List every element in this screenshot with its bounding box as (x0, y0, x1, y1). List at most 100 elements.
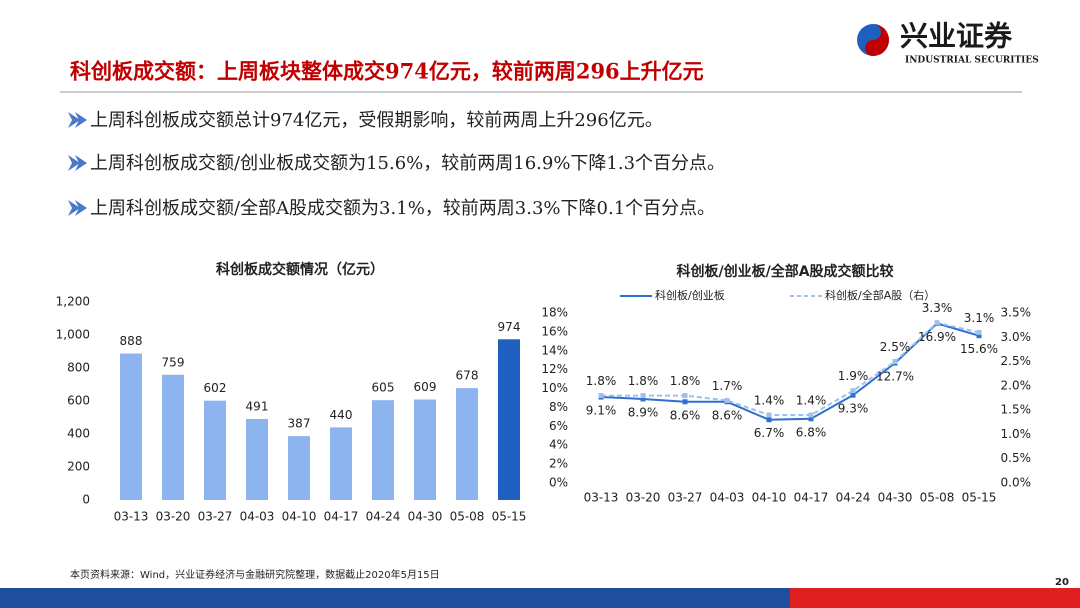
marker (682, 393, 688, 399)
slide-title: 科创板成交额：上周板块整体成交974亿元，较前两周296上升亿元 (70, 59, 704, 84)
marker (598, 393, 604, 399)
footer-bar-red (790, 588, 1080, 608)
bullet-icons (68, 112, 87, 216)
data-label: 16.9% (918, 330, 956, 344)
data-label: 1.9% (838, 369, 869, 383)
marker (976, 329, 982, 335)
y-tick-label: 0% (549, 476, 568, 490)
data-label: 9.3% (838, 402, 869, 416)
data-label: 1.8% (586, 374, 617, 388)
y-tick-label: 2% (549, 457, 568, 471)
marker (934, 320, 940, 326)
y-tick-label: 8% (549, 400, 568, 414)
data-label: 387 (288, 417, 311, 431)
marker (724, 397, 730, 403)
x-tick-label: 04-17 (794, 491, 829, 505)
data-label: 1.8% (628, 374, 659, 388)
bar (204, 400, 226, 500)
x-tick-label: 03-20 (156, 510, 191, 524)
data-label: 602 (204, 381, 227, 395)
marker (640, 396, 646, 402)
y-tick-label: 10% (541, 381, 568, 395)
y-tick-label: 200 (67, 460, 90, 474)
data-label: 8.6% (670, 408, 701, 422)
y-tick-label: 18% (541, 306, 568, 320)
bar (246, 418, 268, 500)
y2-tick-label: 0.5% (1001, 451, 1032, 465)
x-tick-label: 05-08 (920, 491, 955, 505)
marker (640, 393, 646, 399)
y-tick-label: 4% (549, 438, 568, 452)
bar (372, 400, 394, 500)
y-tick-label: 16% (541, 324, 568, 338)
y-tick-label: 6% (549, 419, 568, 433)
y-tick-label: 800 (67, 361, 90, 375)
data-label: 1.8% (670, 374, 701, 388)
data-label: 6.8% (796, 425, 827, 439)
bar (456, 388, 478, 500)
data-label: 3.1% (964, 311, 995, 325)
data-label: 491 (246, 399, 269, 413)
x-tick-label: 05-08 (450, 510, 485, 524)
data-label: 1.4% (796, 394, 827, 408)
chart-title: 科创板/创业板/全部A股成交额比较 (676, 263, 893, 280)
source-note: 本页资料来源：Wind，兴业证券经济与金融研究院整理，数据截止2020年5月15… (70, 568, 440, 581)
chart-title: 科创板成交额情况（亿元） (216, 261, 384, 278)
marker (766, 417, 772, 423)
x-tick-label: 05-15 (492, 510, 527, 524)
x-tick-label: 04-10 (752, 491, 787, 505)
logo-en: INDUSTRIAL SECURITIES (905, 56, 1039, 66)
page-number: 20 (1055, 577, 1069, 588)
x-tick-label: 04-24 (836, 491, 871, 505)
y2-tick-label: 1.0% (1001, 427, 1032, 441)
x-tick-label: 04-30 (408, 510, 443, 524)
bar (498, 339, 520, 500)
line (601, 321, 980, 416)
marker (682, 399, 688, 405)
logo-icon-red (865, 24, 889, 56)
bar (330, 427, 352, 500)
y-tick-label: 0 (82, 493, 90, 507)
data-label: 974 (498, 320, 521, 334)
bar (162, 374, 184, 500)
marker (808, 416, 814, 422)
y-tick-label: 14% (541, 343, 568, 357)
y-tick-label: 12% (541, 362, 568, 376)
data-label: 678 (456, 369, 479, 383)
legend-label: 科创板/全部A股（右） (825, 288, 935, 302)
y2-tick-label: 2.0% (1001, 378, 1032, 392)
marker (850, 388, 856, 394)
bullet: 上周科创板成交额总计974亿元，受假期影响，较前两周上升296亿元。 (90, 110, 663, 131)
bullet: 上周科创板成交额/创业板成交额为15.6%，较前两周16.9%下降1.3个百分点… (90, 153, 725, 174)
x-tick-label: 03-13 (584, 491, 619, 505)
y2-tick-label: 1.5% (1001, 403, 1032, 417)
data-label: 8.9% (628, 405, 659, 419)
bar (288, 436, 310, 500)
y2-tick-label: 3.5% (1001, 306, 1032, 320)
y-tick-label: 1,000 (56, 328, 90, 342)
x-tick-label: 04-30 (878, 491, 913, 505)
bar (120, 353, 142, 500)
data-label: 888 (120, 334, 143, 348)
x-tick-label: 04-03 (710, 491, 745, 505)
data-label: 15.6% (960, 342, 998, 356)
x-tick-label: 05-15 (962, 491, 997, 505)
marker (850, 392, 856, 398)
data-label: 759 (162, 355, 185, 369)
logo-cn: 兴业证券 (900, 20, 1013, 53)
x-tick-label: 03-13 (114, 510, 149, 524)
x-tick-label: 03-27 (668, 491, 703, 505)
x-tick-label: 04-24 (366, 510, 401, 524)
marker (976, 333, 982, 339)
data-label: 1.7% (712, 379, 743, 393)
x-tick-label: 04-10 (282, 510, 317, 524)
y-tick-label: 400 (67, 427, 90, 441)
data-label: 1.4% (754, 394, 785, 408)
x-tick-label: 03-27 (198, 510, 233, 524)
marker (808, 412, 814, 418)
bar (414, 399, 436, 500)
data-label: 8.6% (712, 408, 743, 422)
y-tick-label: 600 (67, 394, 90, 408)
x-tick-label: 03-20 (626, 491, 661, 505)
